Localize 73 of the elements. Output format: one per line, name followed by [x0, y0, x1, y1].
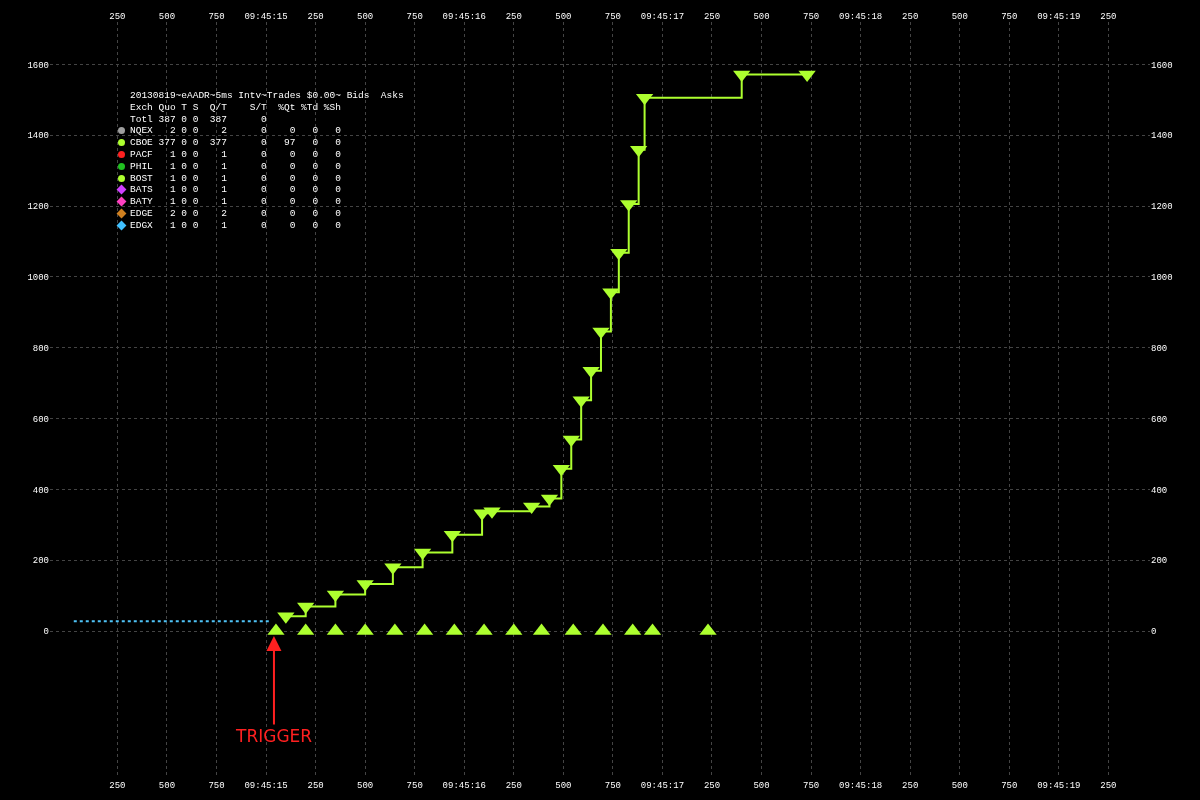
x-tick-label: 500: [357, 12, 374, 23]
x-tick-label: 250: [109, 12, 126, 23]
x-tick-label: 09:45:18: [839, 12, 883, 23]
y-tick-label: 200: [32, 556, 49, 567]
y2-tick-label: 600: [1151, 414, 1168, 425]
y-tick-label: 800: [32, 343, 49, 354]
annotation: CBOE 377 0 0 377 0 97 0 0: [130, 137, 342, 149]
y2-tick-label: 0: [1151, 627, 1157, 638]
x-tick-label: 750: [604, 12, 621, 23]
text: 20130819~eAADR~5ms Intv~Trades $0.00~ Bids Asks: [130, 90, 404, 102]
y2-tick-label: 1000: [1151, 273, 1173, 284]
y2-tick-label: 800: [1151, 343, 1168, 354]
x2-tick-label: 750: [1001, 781, 1018, 791]
annotation: Exch Quo T S Q/T S/T %Qt %Td %Sh: [130, 101, 342, 114]
y-tick-label: 600: [32, 414, 49, 425]
x-tick-label: 250: [703, 12, 721, 23]
x2-tick-label: 250: [109, 781, 126, 791]
x-tick-label: 500: [951, 12, 968, 23]
x2-tick-label: 09:45:19: [1037, 781, 1081, 791]
y-tick-label: 400: [32, 485, 49, 496]
annotation: BATS 1 0 0 1 0 0 0 0: [130, 184, 342, 197]
x-tick-label: 500: [555, 12, 572, 23]
x2-tick-label: 09:45:17: [640, 781, 685, 791]
x2-tick-label: 250: [307, 781, 324, 791]
y2-tick-label: 1400: [1151, 131, 1173, 142]
x-tick-label: 250: [307, 12, 324, 23]
x2-tick-label: 750: [604, 781, 621, 791]
annotation: TRIGGER: [235, 726, 313, 746]
x2-tick-label: 500: [555, 781, 572, 791]
x-tick-label: 500: [158, 12, 176, 23]
x-tick-label: 500: [753, 12, 770, 23]
annotation: EDGX 1 0 0 1 0 0 0 0: [130, 219, 342, 232]
y-tick-label: 1600: [27, 60, 49, 71]
x2-tick-label: 09:45:15: [244, 781, 288, 791]
y2-tick-label: 1600: [1151, 60, 1173, 71]
x2-tick-label: 250: [505, 781, 522, 791]
annotation: BOST 1 0 0 1 0 0 0 0: [130, 172, 342, 185]
x2-tick-label: 750: [802, 781, 820, 791]
x-tick-label: 250: [505, 12, 522, 23]
annotation: EDGE 2 0 0 2 0 0 0 0: [130, 207, 342, 220]
annotation: PACF 1 0 0 1 0 0 0 0: [130, 148, 342, 161]
x-tick-label: 250: [1100, 12, 1117, 23]
x-tick-label: 09:45:17: [640, 12, 685, 23]
x-tick-label: 750: [1001, 12, 1018, 23]
x2-tick-label: 250: [703, 781, 721, 791]
y2-tick-label: 1200: [1151, 202, 1173, 213]
y-tick-label: 1200: [27, 202, 49, 213]
x-tick-label: 750: [406, 12, 423, 23]
x2-tick-label: 09:45:16: [442, 781, 486, 791]
x2-tick-label: 09:45:18: [839, 781, 883, 791]
x-tick-label: 750: [208, 12, 225, 23]
annotation: PHIL 1 0 0 1 0 0 0 0: [130, 160, 342, 173]
x2-tick-label: 500: [158, 781, 176, 791]
x2-tick-label: 500: [753, 781, 770, 791]
x2-tick-label: 750: [406, 781, 423, 791]
x-tick-label: 750: [802, 12, 820, 23]
x-tick-label: 09:45:15: [244, 12, 288, 23]
x-tick-label: 09:45:16: [442, 12, 486, 23]
x2-tick-label: 500: [357, 781, 374, 791]
x-tick-label: 250: [902, 12, 919, 23]
annotation: BATY 1 0 0 1 0 0 0 0: [130, 196, 342, 208]
x2-tick-label: 250: [902, 781, 919, 791]
x2-tick-label: 750: [208, 781, 225, 791]
y2-tick-label: 200: [1151, 556, 1168, 567]
annotation: NQEX 2 0 0 2 0 0 0 0: [130, 125, 342, 138]
y-tick-label: 1400: [27, 131, 49, 142]
annotation: Totl 387 0 0 387 0: [130, 113, 268, 126]
x-tick-label: 09:45:19: [1037, 12, 1081, 23]
y2-tick-label: 400: [1151, 485, 1168, 496]
y-tick-label: 1000: [27, 273, 49, 284]
y-tick-label: 0: [43, 627, 49, 638]
x2-tick-label: 500: [951, 781, 968, 791]
x2-tick-label: 250: [1100, 781, 1117, 791]
